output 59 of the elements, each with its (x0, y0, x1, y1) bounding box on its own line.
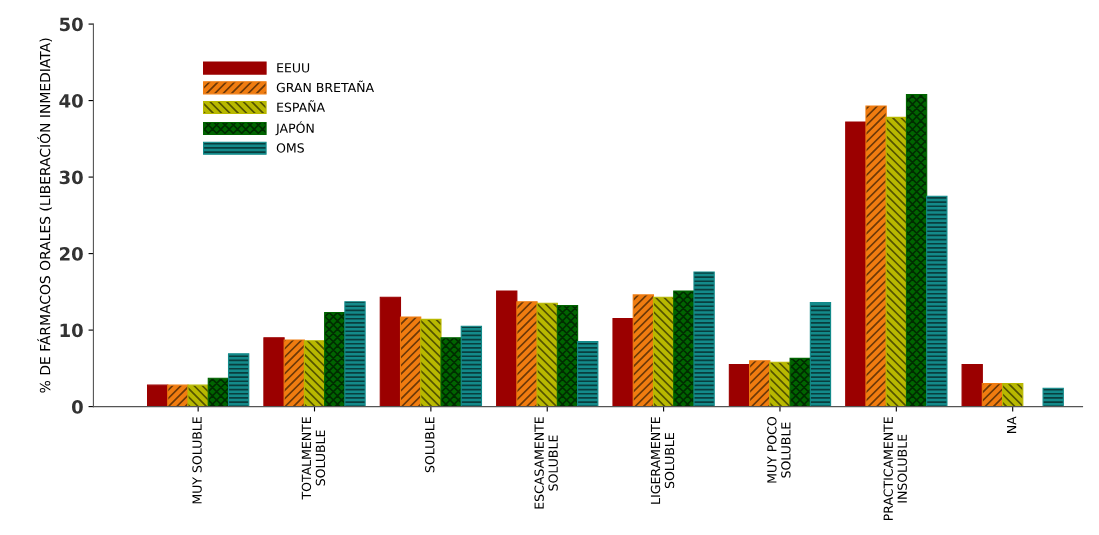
legend-label: EEUU (277, 63, 310, 73)
bar (460, 325, 483, 407)
bar (536, 302, 558, 407)
bar (845, 121, 867, 407)
legend-label: ESPAÑA (277, 100, 325, 112)
bar (167, 384, 189, 407)
legend-label: JAPÓN (275, 121, 314, 136)
bar (516, 301, 538, 407)
x-tick-label: SOLUBLE (425, 417, 435, 473)
x-tick-label: NA (1007, 416, 1017, 433)
bar (905, 93, 928, 407)
bar (379, 296, 402, 407)
bar (146, 384, 169, 407)
x-tick-label: MUY POCO SOLUBLE (767, 417, 791, 483)
bar (1002, 383, 1024, 407)
y-tick-label: 30 (59, 170, 83, 185)
bar (652, 296, 675, 407)
x-tick-label: LIGERAMENTE SOLUBLE (650, 417, 675, 504)
bar (303, 340, 326, 407)
bar (926, 195, 948, 407)
bar (440, 337, 462, 407)
bar (263, 337, 285, 407)
bar (556, 305, 579, 407)
bar (789, 357, 811, 407)
legend-label: OMS (276, 143, 304, 153)
y-tick-label: 20 (59, 247, 83, 261)
bar (749, 360, 771, 407)
y-tick-label: 50 (59, 17, 83, 32)
legend-label: GRAN BRETAÑA (276, 80, 374, 93)
bar (283, 339, 305, 407)
y-tick-label: 40 (59, 94, 83, 108)
bar (865, 105, 887, 407)
y-tick-label: 10 (60, 323, 83, 338)
bar (420, 318, 442, 407)
bar (612, 318, 634, 407)
bar (324, 311, 346, 407)
x-tick-label: TOTALMENTE SOLUBLE (301, 417, 326, 500)
bar (577, 341, 599, 407)
bar (885, 116, 908, 407)
bar (769, 361, 791, 407)
bar (728, 363, 751, 407)
bar (187, 384, 209, 407)
y-axis-title: % DE FÁRMACOS ORALES (LIBERACIÓN INMEDIATA) (37, 38, 52, 393)
bar (673, 290, 695, 407)
x-tick-label: MUY SOLUBLE (192, 417, 202, 504)
bar (1042, 387, 1064, 407)
bar (809, 301, 832, 407)
bar (227, 353, 250, 407)
bar (961, 363, 983, 407)
bar (981, 383, 1004, 407)
bar (496, 290, 518, 407)
bar (693, 271, 715, 407)
x-tick-label: ESCASAMENTE SOLUBLE (534, 417, 558, 509)
bar (632, 294, 655, 407)
bar (399, 316, 422, 407)
bar (207, 377, 230, 407)
y-tick-label: 0 (71, 400, 83, 414)
x-tick-label: PRACTICAMENTE INSOLUBLE (883, 417, 907, 521)
bar (344, 301, 366, 407)
